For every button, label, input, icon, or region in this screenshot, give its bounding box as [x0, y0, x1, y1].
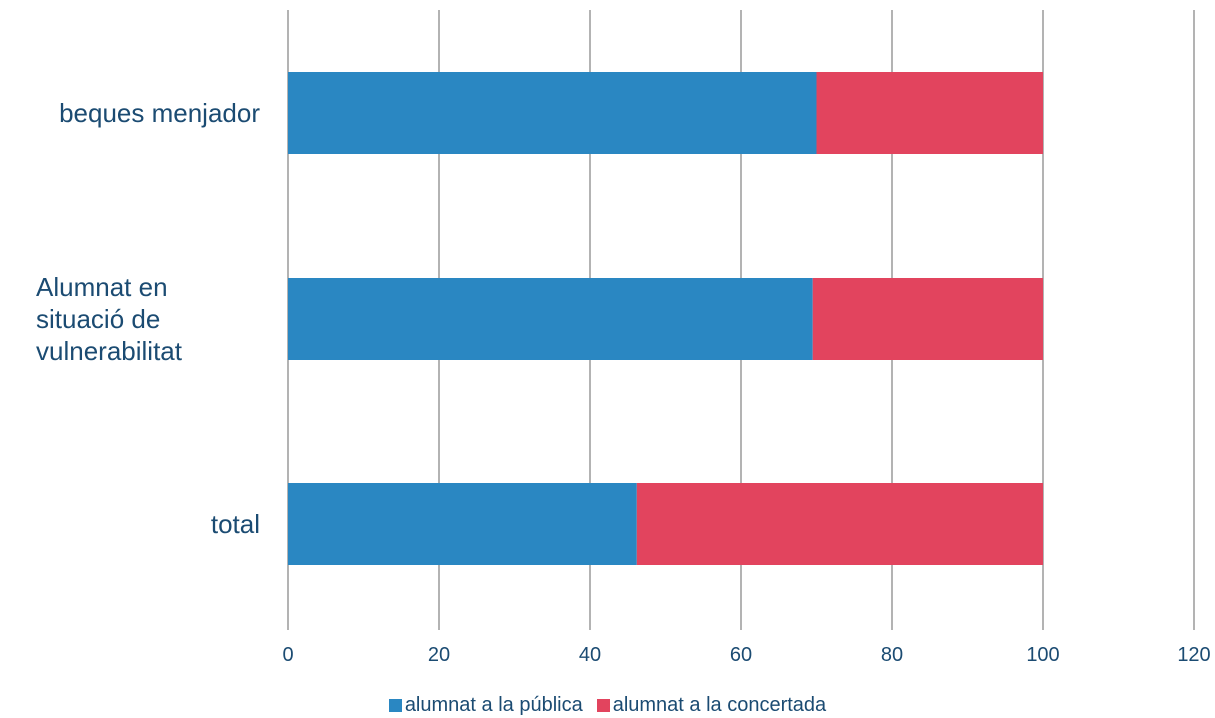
x-tick-label: 20 — [427, 644, 451, 666]
legend-item-concertada: alumnat a la concertada — [596, 694, 827, 717]
category-label-alumnat-vulnerabilitat: Alumnat en situació de vulnerabilitat — [36, 272, 182, 366]
x-tick-label: 80 — [880, 644, 904, 666]
bar-concertada-1 — [812, 278, 1043, 360]
bar-concertada-2 — [636, 483, 1043, 565]
category-label-total: total — [210, 509, 260, 539]
x-tick-label: 120 — [1177, 644, 1211, 666]
legend-swatch-publica — [388, 699, 402, 712]
bar-publica-2 — [288, 483, 637, 565]
category-label-beques-menjador: beques menjador — [59, 98, 260, 128]
legend-item-publica: alumnat a la pública — [388, 694, 583, 717]
x-tick-label: 60 — [729, 644, 753, 666]
chart-legend: alumnat a la pública alumnat a la concer… — [0, 694, 1215, 717]
legend-label-publica: alumnat a la pública — [404, 694, 583, 716]
bar-concertada-0 — [816, 72, 1043, 154]
x-tick-label: 0 — [282, 644, 294, 666]
bar-publica-0 — [288, 72, 817, 154]
x-tick-label: 100 — [1026, 644, 1060, 666]
legend-label-concertada: alumnat a la concertada — [612, 694, 827, 716]
x-tick-label: 40 — [578, 644, 602, 666]
bar-publica-1 — [288, 278, 813, 360]
legend-swatch-concertada — [596, 699, 610, 712]
